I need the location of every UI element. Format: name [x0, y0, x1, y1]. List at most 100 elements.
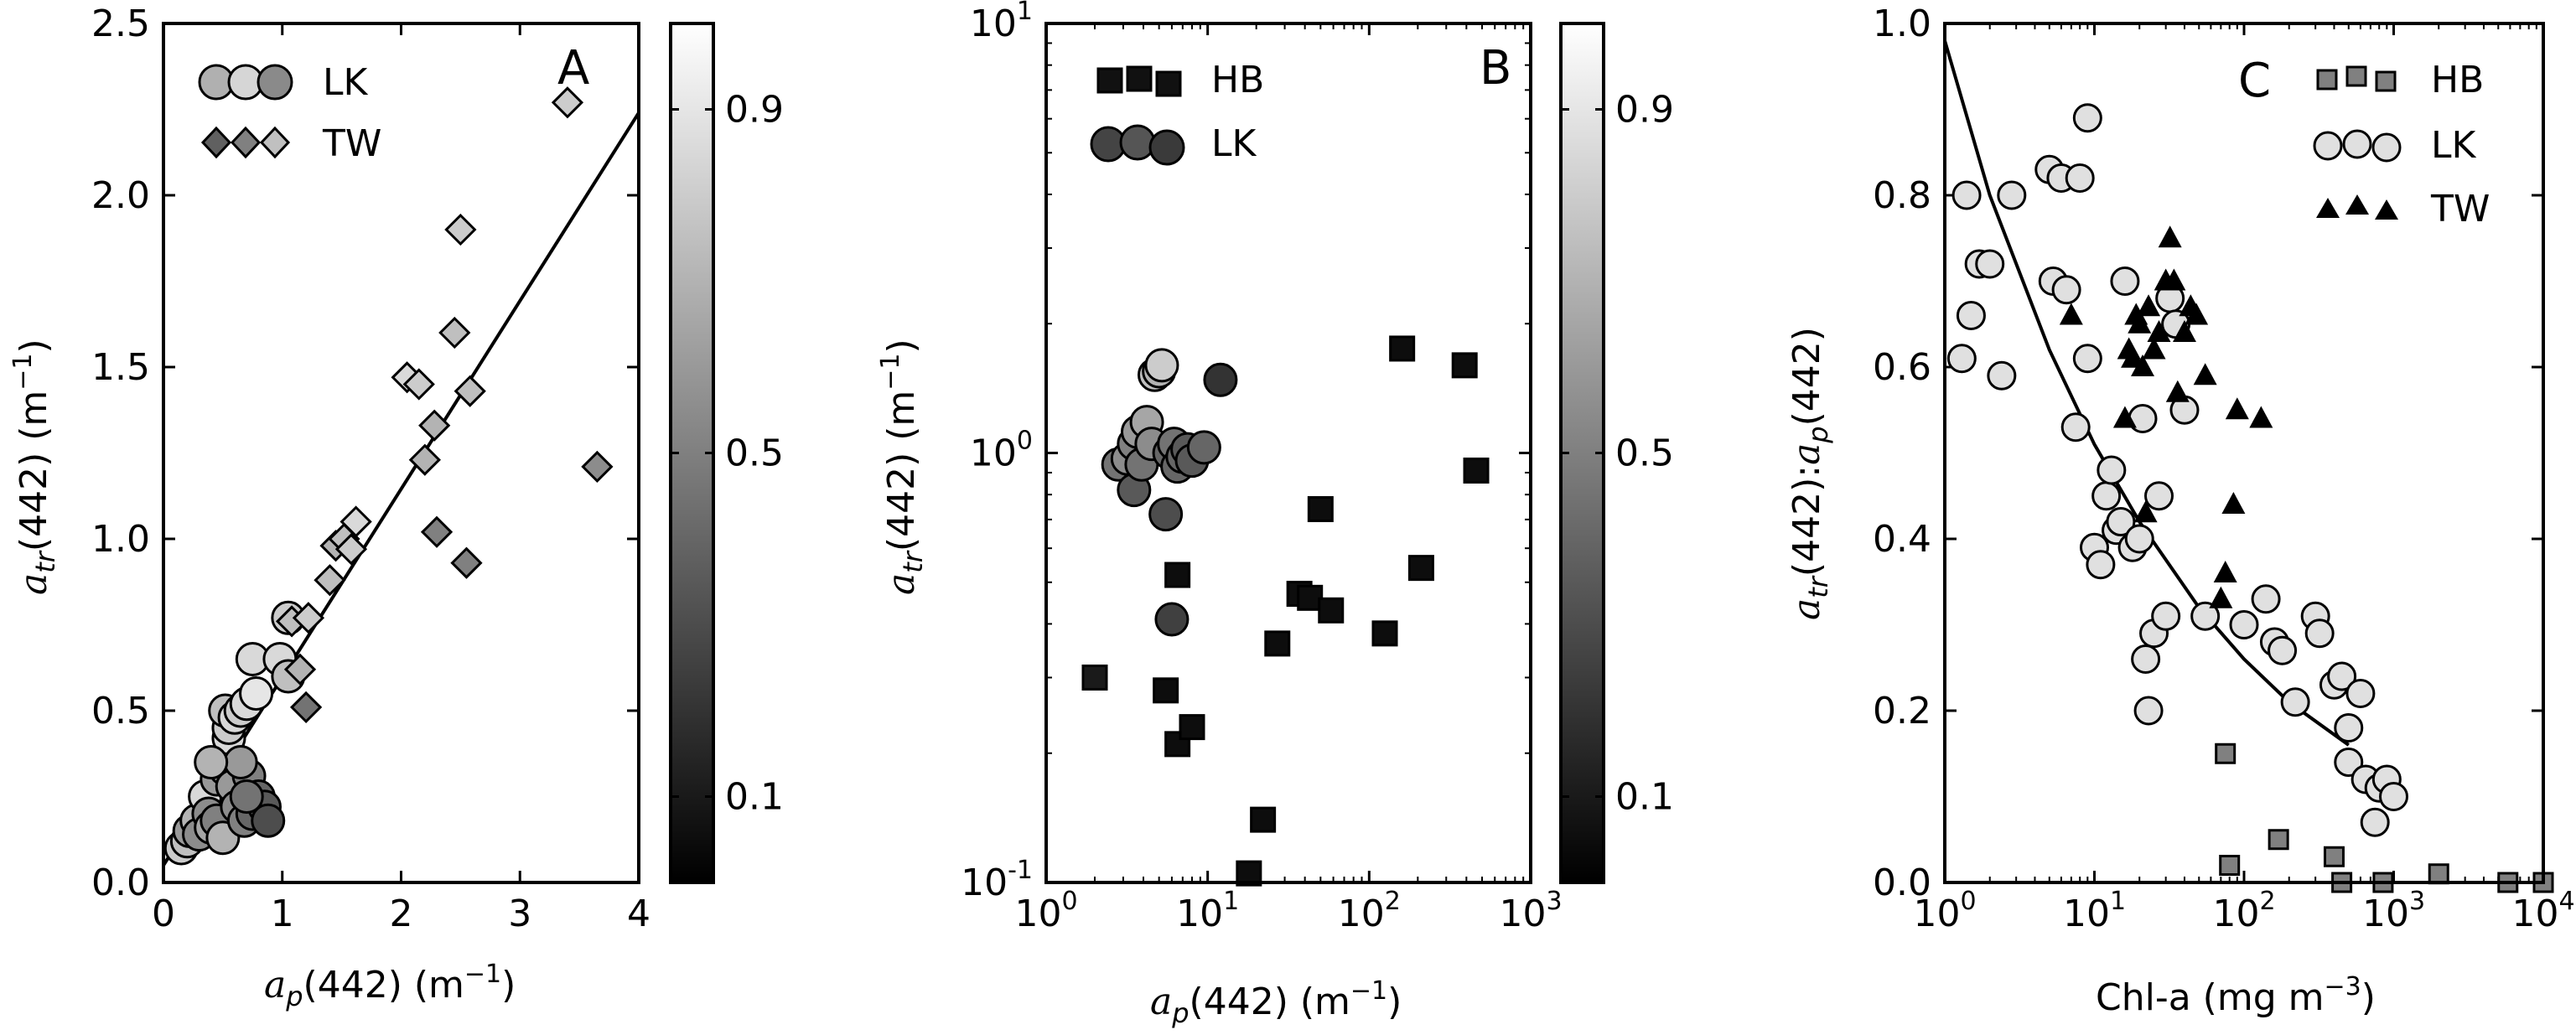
point-tw — [408, 443, 441, 476]
legend-tw-marker — [2375, 199, 2398, 220]
point-lk — [2072, 103, 2102, 133]
point-lk — [2379, 782, 2408, 811]
point-tw — [2165, 380, 2190, 402]
panel-a-colorbar-ticks: 0.1 0.5 0.9 — [671, 89, 784, 819]
point-tw — [289, 691, 323, 724]
point-tw — [334, 533, 368, 566]
legend-tw-marker — [230, 126, 262, 159]
panel-b-ylabel: atr(442) (m−1) — [876, 339, 929, 595]
point-hb — [1463, 457, 1490, 484]
point-lk — [2334, 748, 2364, 777]
tick-label: 0.0 — [91, 862, 150, 904]
point-lk — [2334, 713, 2364, 743]
legend-hb-label: HB — [1211, 59, 1264, 101]
legend-lk-marker — [1148, 129, 1185, 166]
svg-text:atr(442) (m−1): atr(442) (m−1) — [876, 339, 929, 595]
point-tw — [2213, 561, 2237, 582]
legend-lk-marker — [257, 64, 293, 101]
point-hb — [1264, 630, 1291, 657]
panel-b-xlabel: ap(442) (m−1) — [1150, 976, 1402, 1029]
tick-label: 103 — [2362, 887, 2425, 935]
point-lk — [2229, 610, 2259, 639]
point-tw — [2162, 268, 2186, 291]
svg-text:Chl-a (mg m−3): Chl-a (mg m−3) — [2096, 972, 2376, 1019]
point-tw — [444, 213, 477, 246]
point-lk — [2345, 679, 2376, 708]
point-lk — [2051, 275, 2081, 305]
legend-hb-marker — [1155, 70, 1182, 97]
tick-label: 0.2 — [1873, 690, 1931, 732]
point-lk — [2086, 550, 2116, 580]
panel-c-xlabel: Chl-a (mg m−3) — [2096, 972, 2376, 1019]
legend-lk-label: LK — [1211, 122, 1257, 165]
point-lk — [194, 745, 229, 779]
tick-label: 104 — [2511, 887, 2574, 935]
tick-label: 1.0 — [91, 518, 150, 561]
panel-c-ylabel: atr(442):ap(442) — [1786, 327, 1834, 620]
point-tw — [450, 546, 483, 579]
point-hb — [2323, 846, 2345, 867]
point-tw — [2142, 337, 2166, 360]
tick-label: 4 — [627, 893, 650, 935]
tick-label: 10-1 — [961, 856, 1033, 904]
point-lk — [2072, 344, 2102, 374]
svg-text:ap(442) (m−1): ap(442) (m−1) — [264, 960, 516, 1012]
colorbar-tick-label: 0.1 — [725, 776, 784, 819]
point-tw — [420, 515, 454, 548]
tick-label: 103 — [1499, 887, 1562, 935]
tick-label: 0.6 — [1873, 346, 1931, 389]
point-hb — [1164, 561, 1191, 588]
legend-hb-marker — [1096, 67, 1123, 94]
panel-b-legend: HB LK — [1090, 59, 1264, 166]
colorbar-tick-label: 0.9 — [1615, 89, 1674, 132]
point-tw — [2133, 500, 2158, 523]
tick-label: 1 — [271, 893, 294, 935]
point-tw — [2193, 363, 2217, 386]
tick-label: 2 — [390, 893, 413, 935]
tick-label: 2.5 — [91, 3, 150, 45]
legend-hb-label: HB — [2431, 59, 2484, 101]
point-tw — [2209, 586, 2233, 608]
panel-a-xlabel: ap(442) (m−1) — [264, 960, 516, 1012]
point-lk — [2131, 644, 2161, 674]
tick-label: 0.4 — [1873, 518, 1931, 561]
point-lk — [2124, 524, 2154, 554]
point-lk — [2251, 584, 2281, 614]
point-hb — [1250, 806, 1277, 833]
point-lk — [1951, 180, 1982, 210]
panel-b-letter: B — [1480, 41, 1511, 96]
point-hb — [1081, 664, 1108, 691]
point-hb — [1407, 555, 1434, 582]
point-tw — [581, 450, 614, 484]
point-tw — [339, 505, 372, 538]
point-tw — [2225, 397, 2249, 420]
point-lk — [2327, 661, 2357, 691]
colorbar-tick-label: 0.5 — [725, 432, 784, 475]
point-hb — [1153, 677, 1179, 704]
svg-text:atr(442):ap(442): atr(442):ap(442) — [1786, 327, 1834, 620]
point-tw — [2112, 406, 2137, 428]
legend-hb-marker — [1126, 65, 1153, 92]
point-tw — [2131, 354, 2155, 376]
legend-lk-label: LK — [323, 61, 369, 104]
svg-text:atr(442) (m−1): atr(442) (m−1) — [8, 339, 61, 595]
point-lk — [2060, 412, 2091, 442]
point-lk — [1203, 362, 1238, 397]
panel-b-frame — [1044, 22, 1532, 884]
tick-label: 100 — [970, 427, 1033, 475]
legend-tw-marker — [2345, 194, 2369, 215]
point-hb — [2268, 829, 2289, 851]
point-lk — [1186, 430, 1221, 465]
point-hb — [2219, 855, 2241, 876]
point-lk — [1144, 348, 1179, 383]
tick-label: 3 — [508, 893, 531, 935]
tick-label: 0.5 — [91, 690, 150, 732]
point-tw — [2059, 303, 2083, 325]
point-tw — [2221, 492, 2246, 514]
legend-lk-marker — [1119, 124, 1156, 161]
panel-a-legend: LK TW — [198, 61, 381, 165]
legend-tw-marker — [200, 126, 232, 159]
legend-tw-label: TW — [2430, 188, 2490, 230]
